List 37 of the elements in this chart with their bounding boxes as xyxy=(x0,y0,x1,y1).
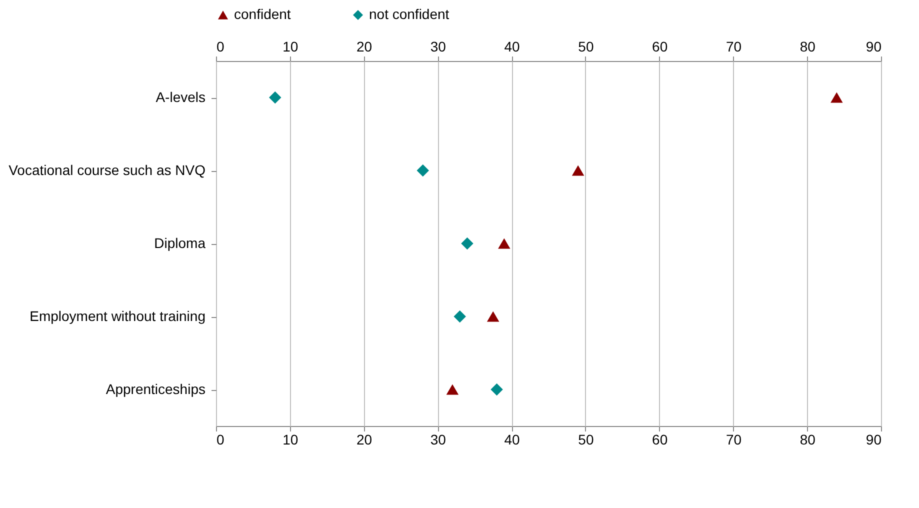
point xyxy=(486,311,500,322)
x-tick-label: 90 xyxy=(866,432,882,448)
point xyxy=(461,237,474,250)
x-tick-label: 40 xyxy=(504,432,520,448)
x2-tick-label: 80 xyxy=(800,38,816,54)
x-tick-label: 60 xyxy=(652,432,668,448)
x2-tick-label: 10 xyxy=(282,38,298,54)
x-tick-label: 80 xyxy=(800,432,816,448)
x-tick-label: 50 xyxy=(578,432,594,448)
y-tick-label: Diploma xyxy=(154,235,206,251)
point xyxy=(416,164,430,177)
y-tick-label: Apprenticeships xyxy=(106,381,206,397)
legend-label: confident xyxy=(234,6,291,22)
x-tick-label: 20 xyxy=(356,432,372,448)
x-tick-label: 10 xyxy=(282,432,298,448)
point xyxy=(572,165,584,176)
x2-tick-label: 0 xyxy=(216,38,224,54)
y-tick-label: Vocational course such as NVQ xyxy=(8,162,206,178)
x2-tick-label: 60 xyxy=(652,38,668,54)
point xyxy=(454,310,466,323)
x2-tick-label: 90 xyxy=(866,38,882,54)
point xyxy=(830,92,843,103)
x2-tick-label: 40 xyxy=(504,38,520,54)
y-tick-label: A-levels xyxy=(156,89,206,105)
x-tick-label: 30 xyxy=(430,432,446,448)
x-tick-label: 0 xyxy=(216,432,224,448)
point xyxy=(490,383,503,396)
y-tick-label: Employment without training xyxy=(30,308,206,324)
point xyxy=(446,384,459,395)
x2-tick-label: 50 xyxy=(578,38,594,54)
legend-label: not confident xyxy=(369,6,450,22)
x2-tick-label: 20 xyxy=(356,38,372,54)
point xyxy=(268,91,282,104)
x2-tick-label: 70 xyxy=(726,38,742,54)
x2-tick-label: 30 xyxy=(430,38,446,54)
x-tick-label: 70 xyxy=(726,432,742,448)
point xyxy=(498,238,510,249)
